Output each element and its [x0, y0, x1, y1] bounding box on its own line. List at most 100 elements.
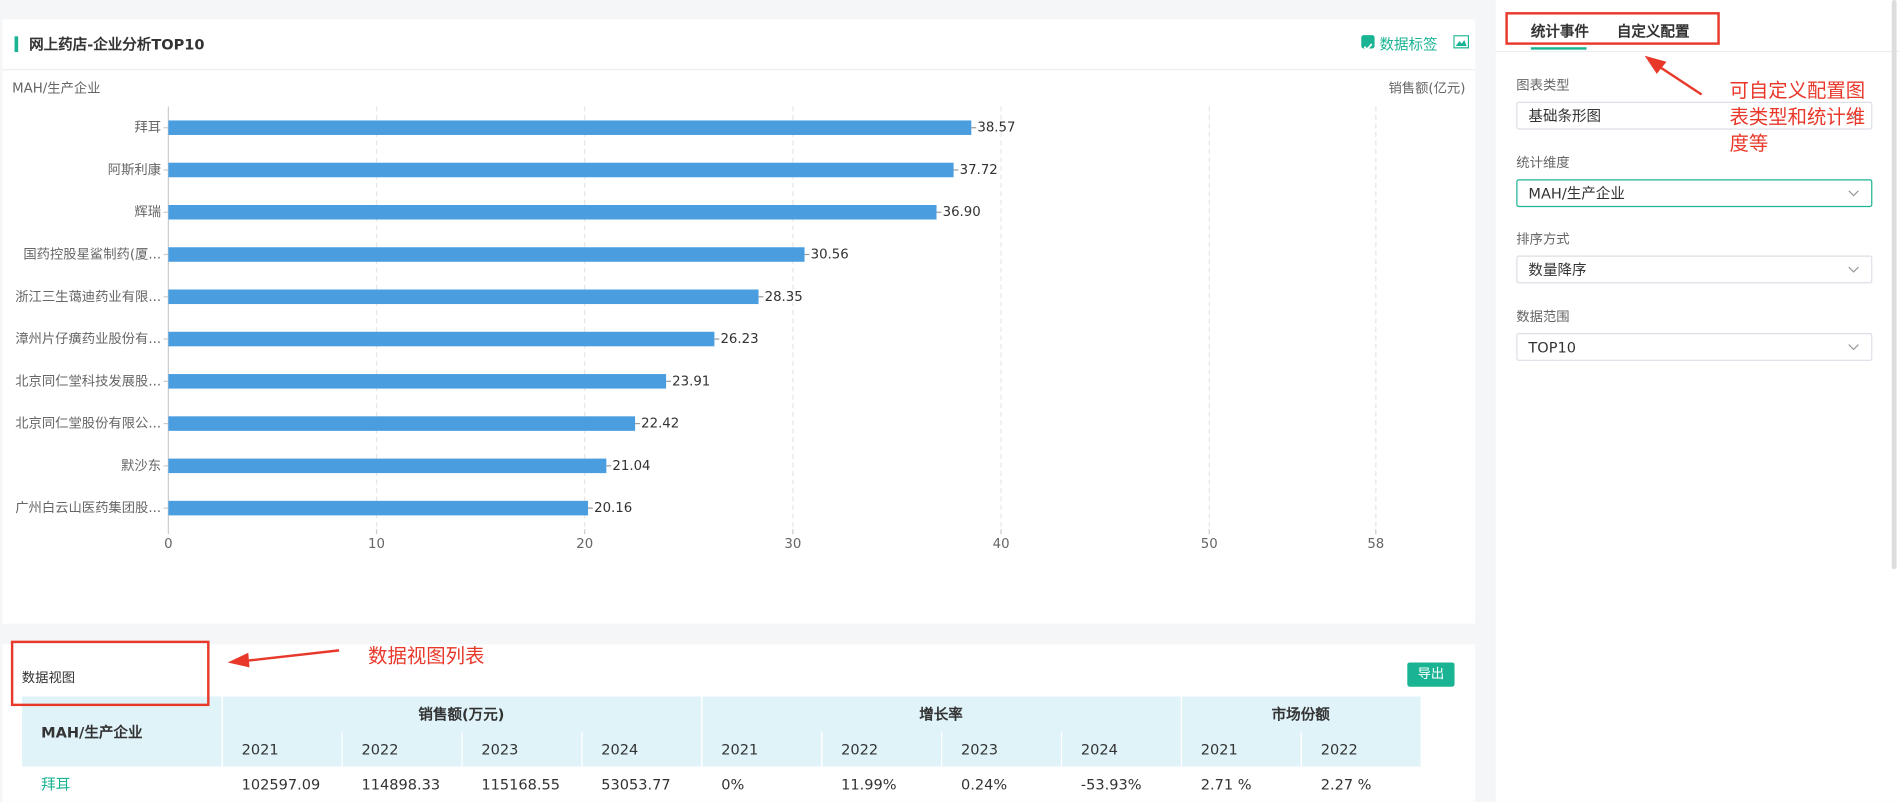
field-label: 图表类型: [1516, 77, 1570, 94]
y-tick-label: 广州白云山医药集团股...: [15, 500, 161, 516]
chart-title: 网上药店-企业分析TOP10: [29, 36, 205, 54]
bar: [168, 458, 607, 474]
tab-underline: [1530, 47, 1587, 50]
chevron: [1848, 189, 1859, 196]
year-header: 2024: [581, 731, 702, 767]
bar: [168, 162, 954, 178]
y-tick-label: 北京同仁堂科技发展股...: [15, 373, 161, 389]
field-label: 数据范围: [1516, 308, 1570, 324]
y-tick-label: 拜耳: [134, 120, 161, 136]
cell: 0%: [701, 766, 822, 802]
group-header: 销售额(万元): [221, 696, 702, 732]
table-wrap: MAH/生产企业 销售额(万元) 增长率 市场份额 2021 2022 2023 2024 20…: [21, 696, 1455, 802]
cell: 102597.09: [221, 766, 343, 802]
cell: 2.27 %: [1300, 766, 1422, 802]
export-button[interactable]: 导出: [1407, 662, 1455, 687]
value-label: 21.04: [612, 459, 650, 474]
chevron-path: [1848, 343, 1859, 350]
x-tick-label: 10: [368, 537, 385, 552]
chevron-path: [1848, 189, 1859, 196]
value-label: 28.35: [765, 290, 803, 305]
y-tick-label: 阿斯利康: [108, 161, 161, 178]
chevron-path: [1848, 266, 1859, 273]
year-header: 2021: [1180, 731, 1302, 767]
cell: 114898.33: [341, 766, 463, 802]
y-tick-label: 默沙东: [121, 458, 161, 474]
year-header: 2024: [1060, 731, 1182, 767]
title-marker: [14, 36, 19, 53]
value-label: 23.91: [672, 374, 710, 389]
chevron: [1848, 266, 1859, 273]
year-header: 2023: [461, 731, 582, 767]
value-label: 22.42: [641, 417, 679, 432]
year-header: 2022: [1300, 731, 1422, 767]
value-label: 26.23: [720, 332, 758, 347]
select[interactable]: 数量降序: [1516, 255, 1873, 284]
scrollbar[interactable]: [1891, 0, 1897, 570]
bar: [168, 374, 667, 389]
year-header: 2021: [701, 731, 822, 767]
image-export-icon[interactable]: [1453, 35, 1470, 49]
annotation-text: 可自定义配置图表类型和统计维度等: [1729, 78, 1866, 156]
data-table: MAH/生产企业 销售额(万元) 增长率 市场份额 2021 2022 2023 2024 20…: [21, 696, 1422, 802]
x-tick-label: 40: [993, 537, 1010, 552]
x-tick-label: 20: [576, 537, 593, 552]
value-label: 38.57: [977, 121, 1015, 136]
cell[interactable]: 拜耳: [21, 766, 223, 802]
bar: [168, 289, 759, 305]
header-row: MAH/生产企业 销售额(万元) 增长率 市场份额: [21, 696, 1422, 767]
year-header: 2021: [221, 731, 343, 767]
checkbox[interactable]: [1361, 35, 1375, 51]
chart: MAH/生产企业 销售额(亿元) 0 10 20 30 40 50 58 拜耳 38.57 阿斯利康 3…: [12, 79, 1465, 552]
tab[interactable]: 统计事件: [1530, 23, 1589, 40]
chevron: [1848, 343, 1859, 350]
y-tick-label: 北京同仁堂股份有限公...: [15, 416, 161, 432]
select[interactable]: TOP10: [1516, 332, 1873, 361]
field-label: 统计维度: [1516, 154, 1570, 171]
x-axis-title: 销售额(亿元): [1388, 80, 1465, 96]
chevron-path: [1848, 112, 1859, 119]
select[interactable]: MAH/生产企业: [1516, 178, 1873, 207]
divider: [1495, 50, 1899, 53]
bar: [168, 331, 715, 347]
y-tick-label: 漳州片仔癀药业股份有...: [15, 330, 161, 347]
value-label: 20.16: [594, 501, 632, 516]
value-label: 30.56: [811, 248, 849, 263]
y-tick-label: 国药控股星鲨制药(厦...: [23, 247, 161, 263]
bar: [168, 204, 937, 220]
table-card: 数据视图 导出 MAH/生产企业 销售额(万元) 增长率 市场份额 2021 2022 20…: [2, 644, 1476, 802]
y-tick-label: 浙江三生蔼迪药业有限...: [15, 289, 161, 305]
chart-card: 网上药店-企业分析TOP10 数据标签: [2, 19, 1476, 624]
year-header: 2023: [941, 731, 1062, 767]
cell: 53053.77: [581, 766, 702, 802]
value-label: 36.90: [943, 205, 981, 220]
group-header: 市场份额: [1180, 696, 1422, 732]
row-header: MAH/生产企业: [21, 696, 223, 767]
chevron: [1848, 112, 1859, 119]
data-label-toggle[interactable]: 数据标签: [1379, 36, 1438, 54]
bar: [168, 416, 636, 431]
group-header: 增长率: [701, 696, 1182, 732]
data-row: 拜耳 102597.09 114898.33 115168.55 53053.77 0% 1…: [21, 766, 1422, 802]
y-axis-title: MAH/生产企业: [12, 79, 100, 96]
value-label: 37.72: [960, 163, 998, 178]
year-header: 2022: [341, 731, 463, 767]
field-label: 排序方式: [1516, 231, 1570, 248]
x-tick-label: 30: [784, 537, 801, 552]
tab[interactable]: 自定义配置: [1616, 23, 1690, 40]
x-tick-label: 58: [1367, 537, 1384, 552]
y-tick-label: 辉瑞: [134, 204, 161, 220]
cell: -53.93%: [1060, 766, 1182, 802]
bar: [168, 500, 589, 516]
cell: 2.71 %: [1180, 766, 1302, 802]
cell: 0.24%: [941, 766, 1062, 802]
divider: [2, 69, 1476, 71]
bar: [168, 247, 805, 262]
table-title: 数据视图: [21, 669, 76, 686]
bar: [168, 120, 972, 135]
select[interactable]: 基础条形图: [1516, 101, 1873, 130]
x-tick-label: 50: [1201, 537, 1218, 552]
annotation-text: 数据视图列表: [368, 644, 485, 668]
